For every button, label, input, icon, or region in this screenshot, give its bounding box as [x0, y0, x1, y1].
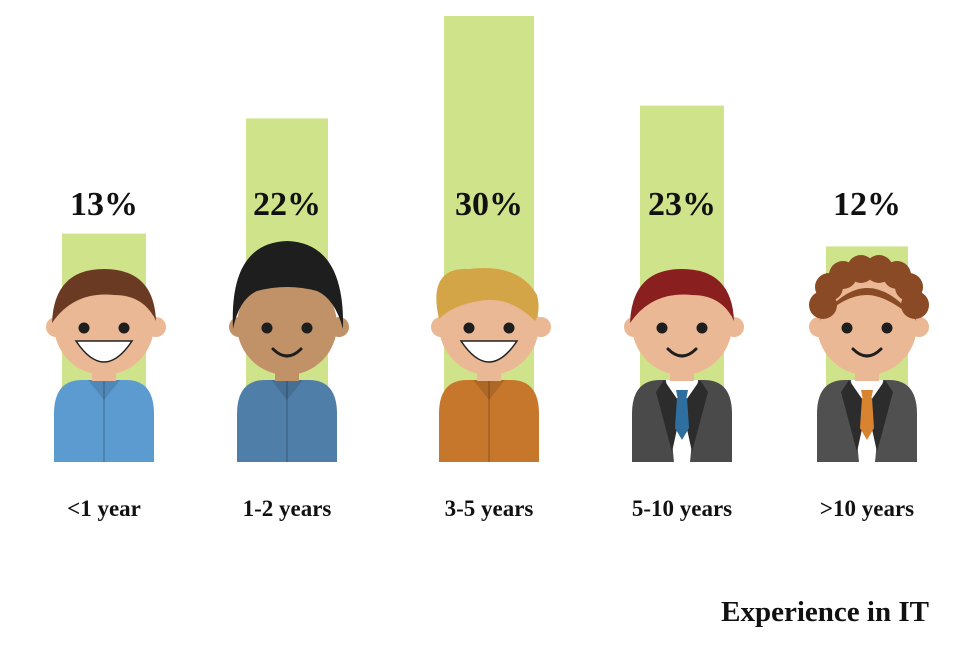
category-label-3: 3-5 years: [445, 496, 534, 521]
value-label-1: 13%: [70, 186, 138, 223]
avatar-4-icon: [624, 269, 744, 462]
category-label-5: >10 years: [820, 496, 914, 521]
avatar-1-icon: [46, 269, 166, 462]
category-label-1: <1 year: [67, 496, 141, 521]
value-label-3: 30%: [455, 186, 523, 223]
avatar-5-icon: [809, 255, 929, 462]
value-label-4: 23%: [648, 186, 716, 223]
value-label-2: 22%: [253, 186, 321, 223]
category-label-2: 1-2 years: [243, 496, 332, 521]
avatar-3-icon: [431, 268, 551, 462]
category-label-4: 5-10 years: [632, 496, 732, 521]
avatar-2-icon: [229, 241, 349, 462]
value-label-5: 12%: [833, 186, 901, 223]
chart-title: Experience in IT: [721, 596, 929, 628]
